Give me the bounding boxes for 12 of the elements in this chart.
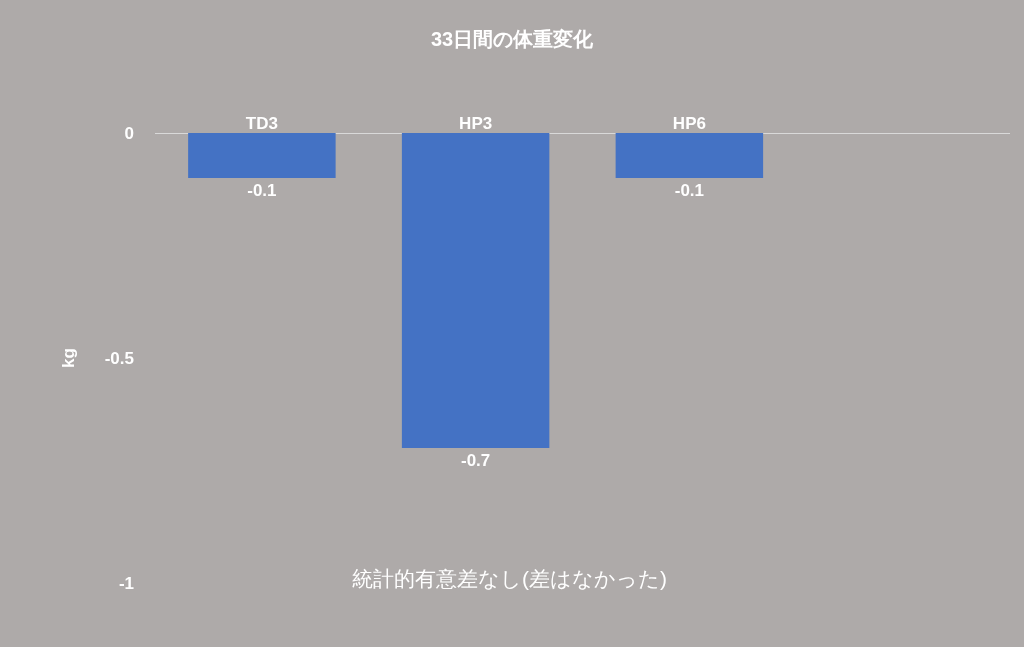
- chart-title: 33日間の体重変化: [430, 27, 595, 50]
- data-label: -0.1: [247, 181, 277, 200]
- x-tick-label: HP6: [672, 113, 706, 133]
- y-axis-title: kg: [59, 348, 79, 368]
- x-tick-label: TD3: [245, 113, 278, 133]
- y-tick-label: -1: [118, 573, 134, 593]
- x-tick-label: HP3: [459, 113, 493, 133]
- data-label: -0.7: [460, 451, 491, 470]
- annotation: 統計的有意差なし(差はなかった): [352, 567, 667, 590]
- y-tick-label: 0: [124, 123, 134, 143]
- data-label: -0.1: [674, 181, 705, 200]
- y-tick-label: -0.5: [104, 348, 134, 368]
